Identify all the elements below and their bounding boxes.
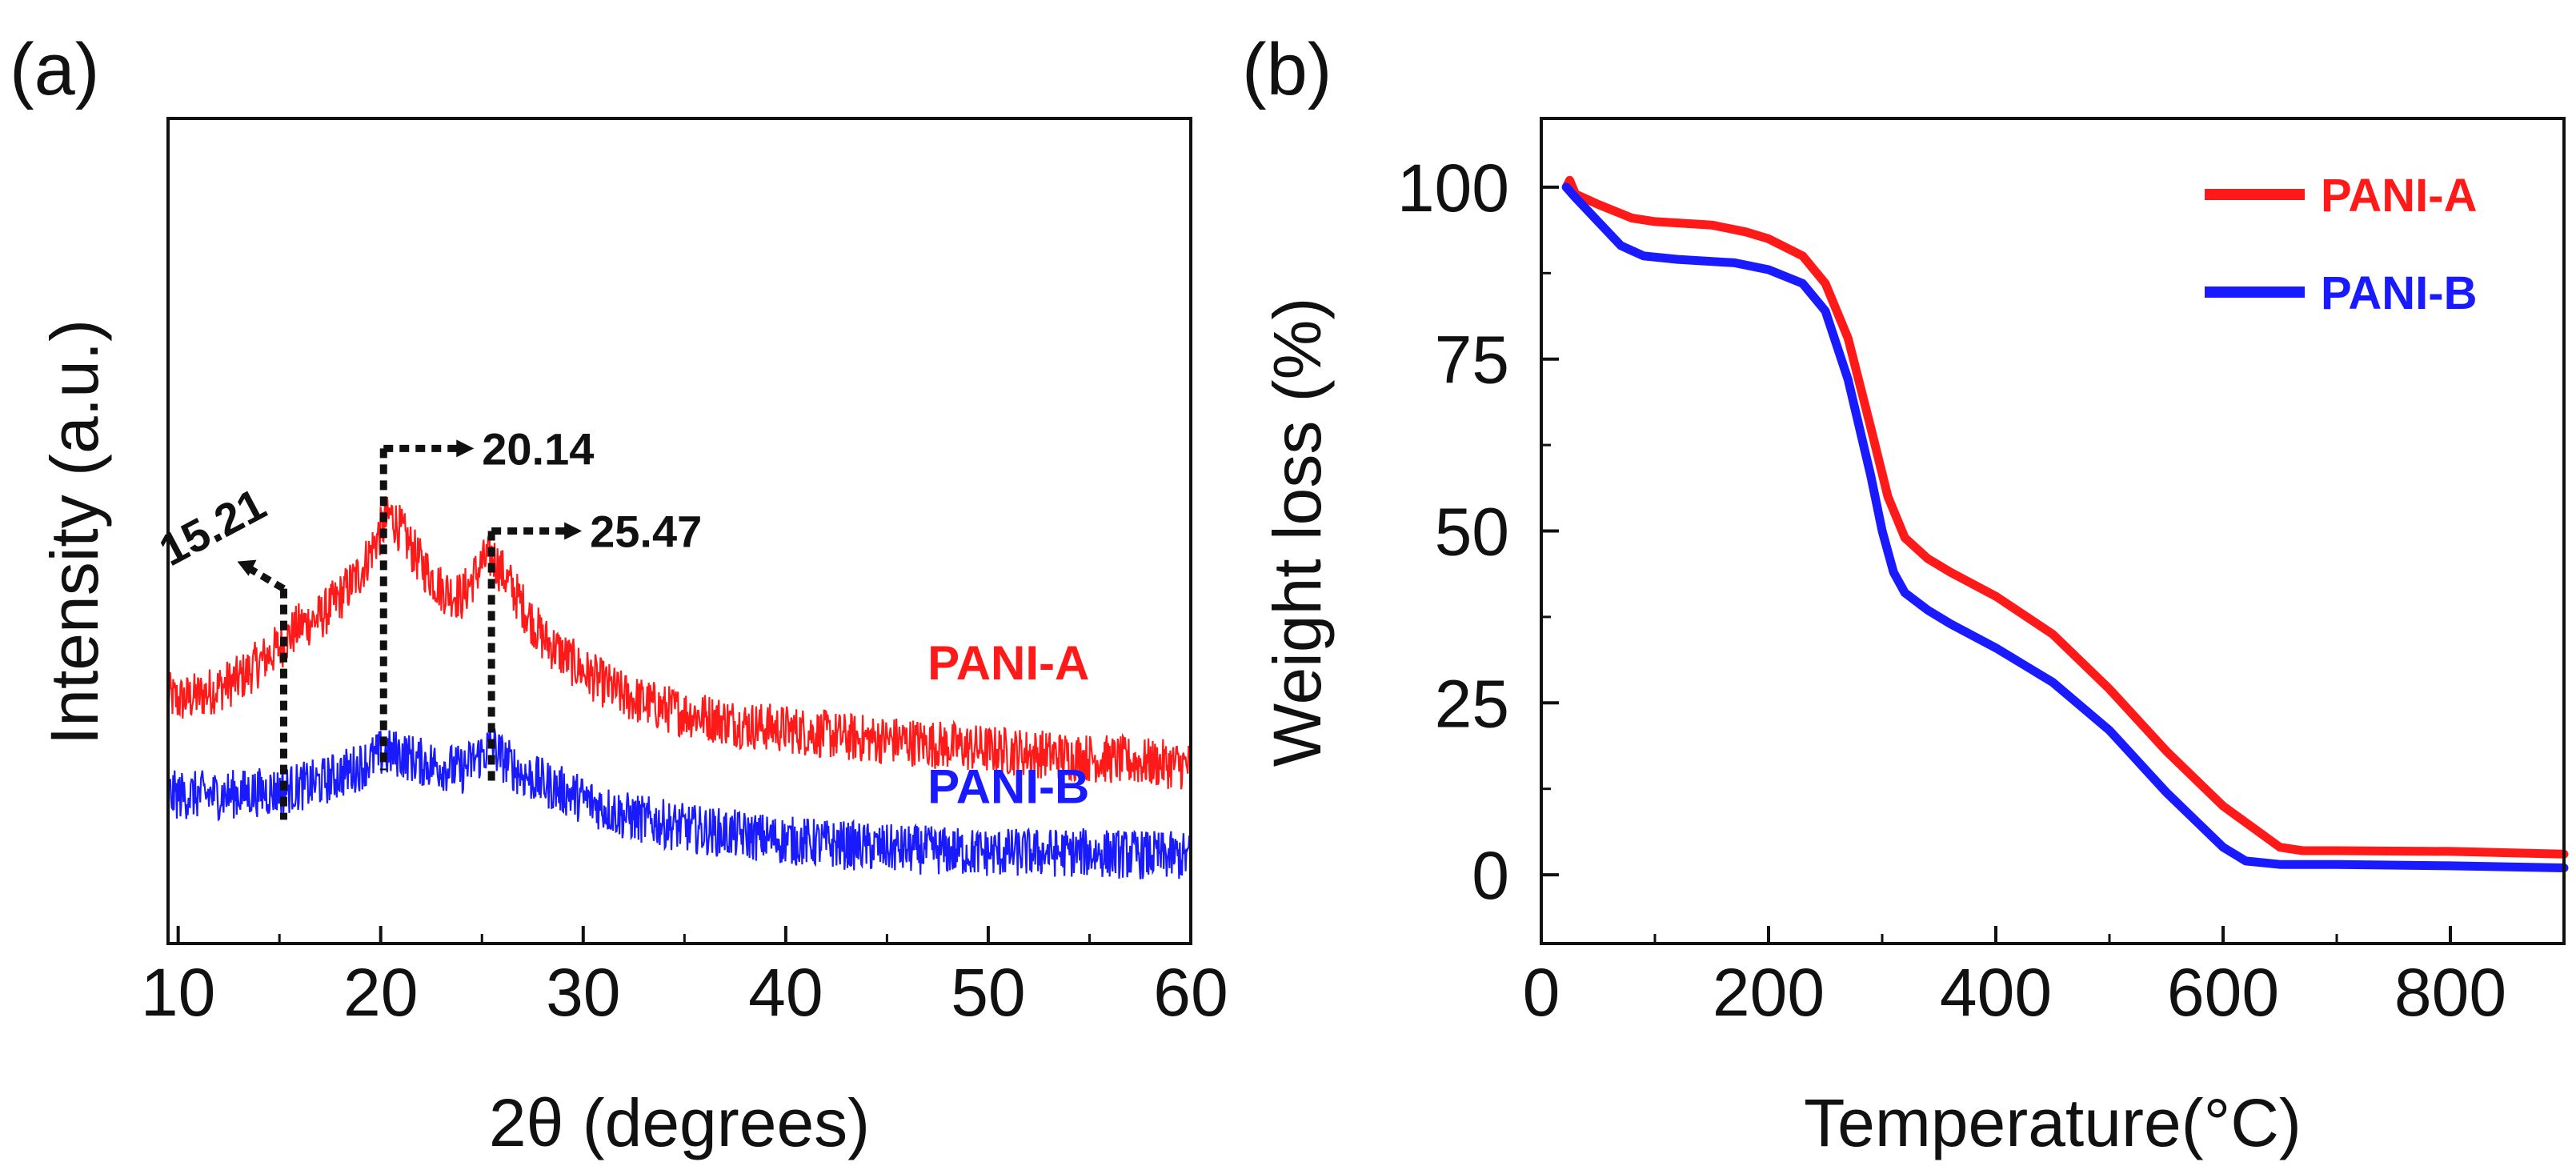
x-tick-label: 20 [343,955,418,1030]
panel-a-series-group [166,497,1192,880]
y-tick-label: 25 [1435,666,1509,741]
y-tick-label: 100 [1397,150,1509,226]
x-tick-label: 600 [2167,955,2279,1030]
x-tick-label: 0 [1523,955,1560,1030]
x-tick-label: 200 [1713,955,1825,1030]
panel-b-legend: PANI-A PANI-B [2205,170,2477,319]
panel-a-label: (a) [10,29,99,110]
peak-arrow-line [246,564,286,592]
series-line-pani-a [1561,175,2569,859]
peak-arrowhead [564,522,583,540]
y-tick-label: 0 [1472,838,1509,913]
panel-b-y-axis-label: Weight loss (%) [1260,298,1335,767]
x-tick-label: 400 [1940,955,2052,1030]
y-tick-label: 50 [1435,495,1509,570]
panel-a-y-axis-label: Intensity (a.u.) [37,319,112,745]
peak-arrowhead [456,439,475,458]
peak-label: 25.47 [590,507,702,557]
panel-b-series-group [1561,175,2569,872]
y-tick-label: 75 [1435,323,1509,398]
peak-annotation-25-47: 25.47 [487,507,702,787]
series-line-pani-b [166,728,1192,880]
legend-label-pani-b: PANI-B [2321,267,2477,319]
series-label-pani-a: PANI-A [927,636,1089,690]
series-label-pani-b: PANI-B [927,760,1089,814]
series-line-pani-a [166,497,1192,790]
panel-a-x-ticks: 10 20 30 40 50 60 [141,926,1228,1030]
series-line-pani-b [1561,182,2569,872]
panel-b-axis-ticks: 0 200 400 600 800 0 25 50 75 100 [1397,150,2506,1030]
panel-a-x-axis-label: 2θ (degrees) [489,1085,870,1160]
peak-arrowhead [237,559,257,576]
panel-a-plot-frame [166,117,1192,945]
legend-label-pani-a: PANI-A [2321,170,2477,222]
x-tick-label: 50 [951,955,1025,1030]
x-tick-label: 60 [1153,955,1228,1030]
x-tick-label: 40 [748,955,823,1030]
x-tick-label: 800 [2394,955,2506,1030]
x-tick-label: 10 [141,955,215,1030]
panel-b-tga-chart: (b) 0 200 400 600 800 0 25 50 75 100 PANI-A PANI-… [1242,29,2569,1160]
peak-annotation-20-14: 20.14 [379,423,594,771]
panel-b-plot-frame [1540,117,2566,945]
panel-b-label: (b) [1242,29,1332,110]
panel-a-xrd-chart: (a) 15.21 20.14 25.47 PANI-A P [10,29,1228,1160]
panel-b-x-axis-label: Temperature(°C) [1804,1085,2302,1160]
x-tick-label: 30 [546,955,620,1030]
peak-label: 20.14 [482,423,594,474]
